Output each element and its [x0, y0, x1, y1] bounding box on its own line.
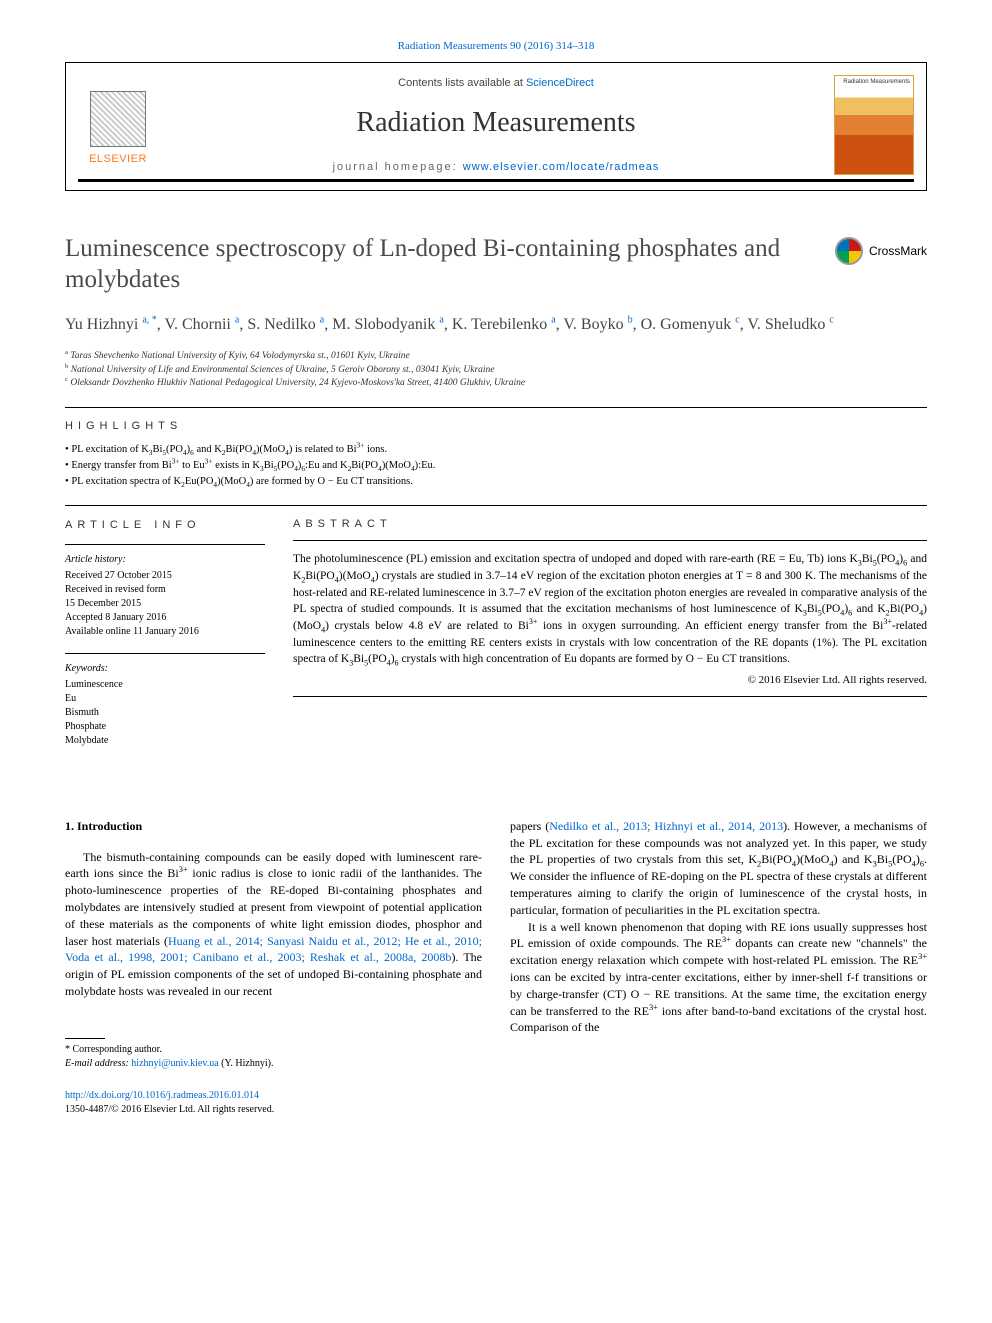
doi-link[interactable]: http://dx.doi.org/10.1016/j.radmeas.2016… [65, 1090, 259, 1101]
divider [65, 407, 927, 408]
body-paragraph: The bismuth-containing compounds can be … [65, 849, 482, 1000]
publisher-logo[interactable]: ELSEVIER [78, 75, 158, 165]
affil-b: b National University of Life and Enviro… [65, 364, 927, 378]
footnote-rule [65, 1038, 105, 1039]
elsevier-tree-icon [90, 91, 146, 147]
crossmark-label: CrossMark [869, 244, 927, 258]
affiliations: a Taras Shevchenko National University o… [65, 350, 927, 391]
contents-available: Contents lists available at ScienceDirec… [158, 77, 834, 89]
authors-list: Yu Hizhnyi a, *, V. Chornii a, S. Nedilk… [65, 314, 927, 336]
citation-link[interactable]: Radiation Measurements 90 (2016) 314–318 [398, 40, 595, 52]
abstract-copyright: © 2016 Elsevier Ltd. All rights reserved… [293, 674, 927, 686]
sciencedirect-link[interactable]: ScienceDirect [526, 77, 594, 89]
highlight-item: Energy transfer from Bi3+ to Eu3+ exists… [65, 458, 927, 474]
abstract-label: ABSTRACT [293, 518, 927, 530]
keywords: Keywords: Luminescence Eu Bismuth Phosph… [65, 662, 265, 748]
highlight-item: PL excitation spectra of K2Eu(PO4)(MoO4)… [65, 474, 927, 490]
article-info-label: ARTICLE INFO [65, 518, 265, 533]
highlights-label: HIGHLIGHTS [65, 420, 927, 432]
section-heading: 1. Introduction [65, 818, 482, 835]
affil-a: a Taras Shevchenko National University o… [65, 350, 927, 364]
body-col-left: 1. Introduction The bismuth-containing c… [65, 818, 482, 1117]
running-citation: Radiation Measurements 90 (2016) 314–318 [65, 40, 927, 52]
crossmark-badge[interactable]: CrossMark [835, 237, 927, 265]
body-paragraph: It is a well known phenomenon that dopin… [510, 919, 927, 1037]
corresponding-author: * Corresponding author. [65, 1043, 482, 1057]
abstract-section: ABSTRACT The photoluminescence (PL) emis… [293, 518, 927, 761]
homepage-link[interactable]: www.elsevier.com/locate/radmeas [463, 161, 660, 173]
journal-cover-thumb[interactable]: Radiation Measurements [834, 75, 914, 175]
issn-copyright: 1350-4487/© 2016 Elsevier Ltd. All right… [65, 1104, 274, 1115]
journal-homepage: journal homepage: www.elsevier.com/locat… [158, 161, 834, 173]
highlights-section: HIGHLIGHTS PL excitation of K3Bi5(PO4)6 … [65, 420, 927, 489]
header-divider [78, 179, 914, 182]
body-paragraph: papers (Nedilko et al., 2013; Hizhnyi et… [510, 818, 927, 919]
divider [65, 505, 927, 506]
crossmark-icon [835, 237, 863, 265]
email-line: E-mail address: hizhnyi@univ.kiev.ua (Y.… [65, 1057, 482, 1071]
publisher-name: ELSEVIER [89, 153, 147, 165]
author-email-link[interactable]: hizhnyi@univ.kiev.ua [131, 1058, 218, 1069]
article-history: Article history: Received 27 October 201… [65, 553, 265, 639]
affil-c: c Oleksandr Dovzhenko Hlukhiv National P… [65, 377, 927, 391]
highlight-item: PL excitation of K3Bi5(PO4)6 and K2Bi(PO… [65, 442, 927, 458]
footer-doi: http://dx.doi.org/10.1016/j.radmeas.2016… [65, 1089, 482, 1117]
article-title: Luminescence spectroscopy of Ln-doped Bi… [65, 233, 815, 296]
body-col-right: papers (Nedilko et al., 2013; Hizhnyi et… [510, 818, 927, 1117]
abstract-text: The photoluminescence (PL) emission and … [293, 551, 927, 668]
journal-header: ELSEVIER Contents lists available at Sci… [65, 62, 927, 191]
article-info: ARTICLE INFO Article history: Received 2… [65, 518, 265, 761]
journal-title: Radiation Measurements [158, 107, 834, 139]
highlights-list: PL excitation of K3Bi5(PO4)6 and K2Bi(PO… [65, 442, 927, 489]
